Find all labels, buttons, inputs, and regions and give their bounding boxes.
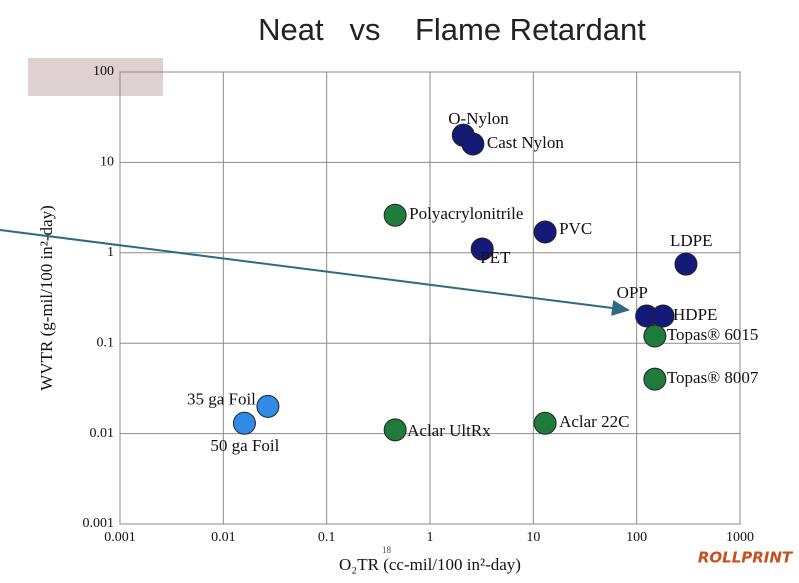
y-tick-label: 0.1 bbox=[97, 335, 115, 350]
point-label: HDPE bbox=[673, 305, 717, 324]
x-tick-label: 0.1 bbox=[318, 530, 336, 545]
y-tick-label: 0.01 bbox=[90, 426, 115, 441]
point-label: Aclar 22C bbox=[559, 412, 629, 431]
x-tick-label: 0.001 bbox=[104, 530, 136, 545]
point bbox=[534, 221, 556, 243]
point bbox=[462, 133, 484, 155]
y-tick-label: 0.001 bbox=[83, 516, 115, 531]
point bbox=[644, 325, 666, 347]
point-label: 35 ga Foil bbox=[187, 389, 256, 408]
x-tick-label: 100 bbox=[626, 530, 647, 545]
x-axis-label: O₂TR (cc-mil/100 in²-day) bbox=[339, 555, 521, 574]
chart: Neat vs Flame Retardant O₂TR (cc-mil/100… bbox=[0, 0, 799, 583]
x-tick-label: 1000 bbox=[726, 530, 754, 545]
point-label: LDPE bbox=[670, 231, 713, 250]
point bbox=[652, 305, 674, 327]
point-label: O-Nylon bbox=[448, 109, 509, 128]
point-label: PET bbox=[480, 248, 511, 267]
x-tick-label: 10 bbox=[526, 530, 540, 545]
point-label: Aclar UltRx bbox=[407, 421, 491, 440]
point-label: Cast Nylon bbox=[487, 133, 564, 152]
x-tick-label: 1 bbox=[427, 530, 434, 545]
y-tick-label: 1 bbox=[107, 245, 114, 260]
y-axis-label: WVTR (g-mil/100 in²-day) bbox=[37, 205, 56, 390]
point bbox=[644, 368, 666, 390]
chart-title: Neat vs Flame Retardant bbox=[258, 12, 646, 47]
y-tick-label: 100 bbox=[93, 64, 114, 79]
logo: ROLLPRINT bbox=[698, 549, 794, 567]
x-tick-label: 0.01 bbox=[211, 530, 236, 545]
point-label: 50 ga Foil bbox=[210, 436, 279, 455]
point bbox=[257, 395, 279, 417]
point bbox=[384, 419, 406, 441]
point-label: Topas® 8007 bbox=[667, 368, 759, 387]
y-tick-label: 10 bbox=[100, 155, 114, 170]
point bbox=[534, 412, 556, 434]
point-label: OPP bbox=[617, 283, 648, 302]
slide-number: 18 bbox=[382, 545, 392, 555]
point-label: PVC bbox=[559, 219, 592, 238]
point-label: Topas® 6015 bbox=[667, 325, 759, 344]
point bbox=[384, 204, 406, 226]
point-label: Polyacrylonitrile bbox=[409, 204, 523, 223]
point bbox=[675, 253, 697, 275]
point bbox=[233, 412, 255, 434]
